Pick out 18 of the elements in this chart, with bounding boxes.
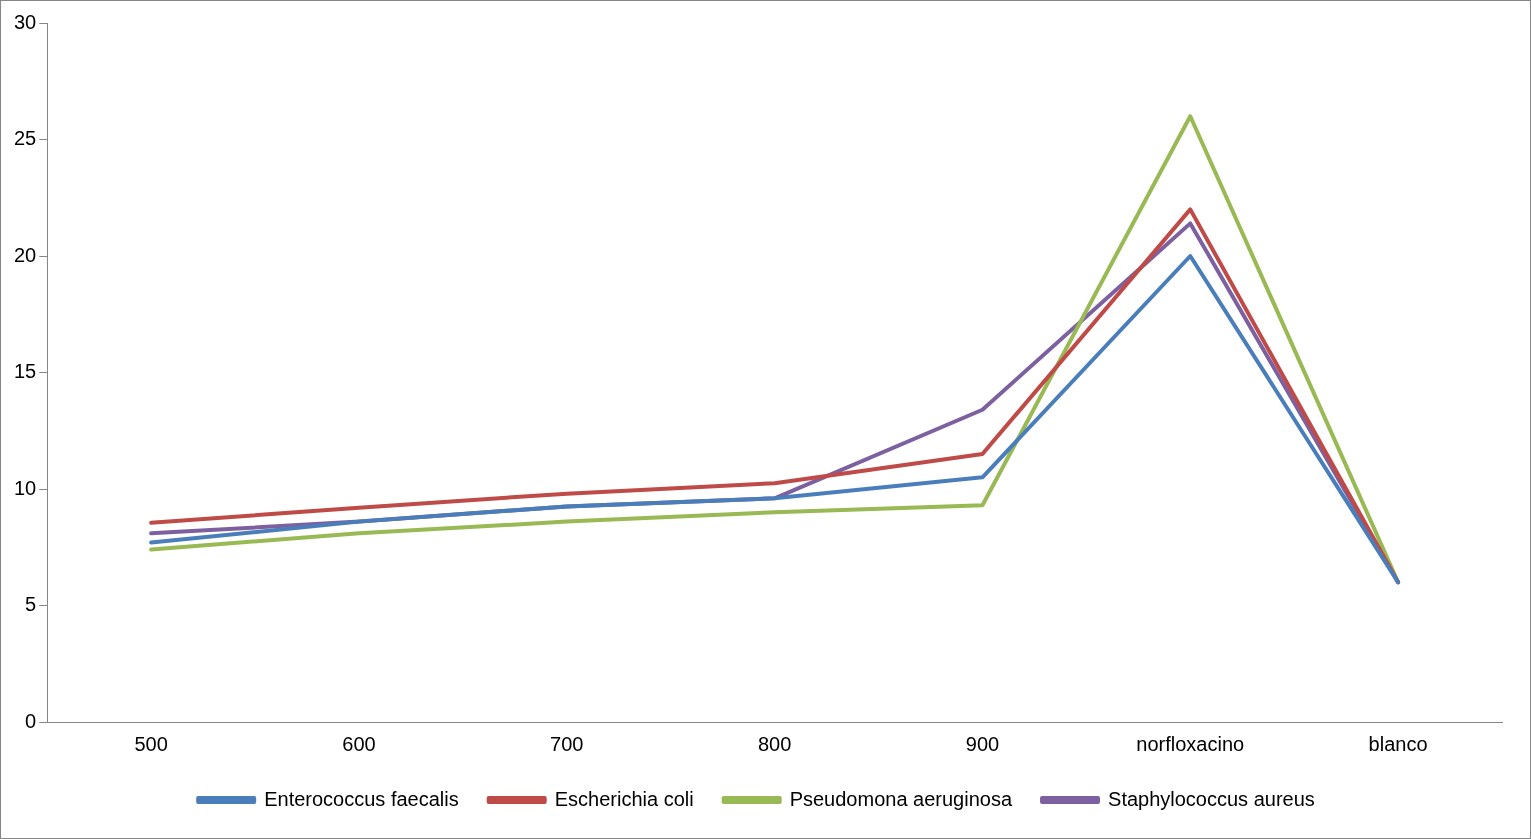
legend-label: Staphylococcus aureus [1108, 787, 1315, 810]
legend-label: Escherichia coli [554, 787, 694, 810]
y-tick-label: 15 [14, 360, 37, 383]
x-tick-label: 700 [550, 732, 584, 755]
x-tick-label: norfloxacino [1136, 732, 1245, 755]
y-tick-label: 20 [14, 243, 37, 266]
y-tick-label: 5 [25, 593, 37, 616]
x-tick-label: 600 [342, 732, 376, 755]
legend-label: Pseudomona aeruginosa [789, 787, 1013, 810]
legend-label: Enterococcus faecalis [264, 787, 459, 810]
y-tick-label: 10 [14, 476, 37, 499]
y-tick-label: 0 [25, 709, 37, 732]
x-tick-label: 500 [134, 732, 168, 755]
x-tick-label: blanco [1368, 732, 1428, 755]
y-tick-label: 30 [14, 10, 37, 33]
y-tick-label: 25 [14, 127, 37, 150]
x-tick-label: 800 [757, 732, 792, 755]
x-tick-label: 900 [965, 732, 1000, 755]
